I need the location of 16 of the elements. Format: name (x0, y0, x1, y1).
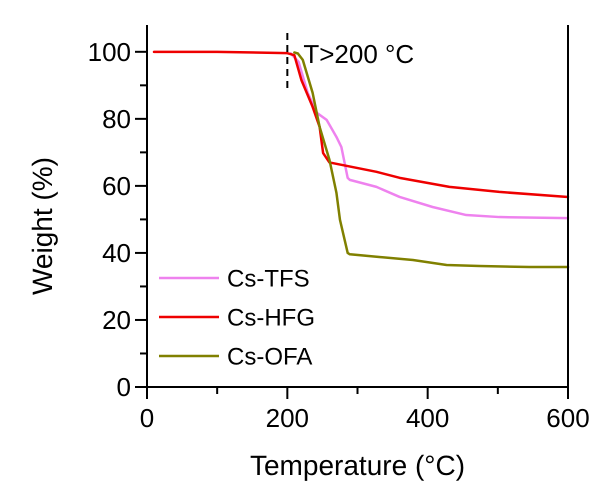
y-tick-label: 40 (102, 238, 131, 268)
x-axis-title: Temperature (°C) (250, 450, 466, 481)
ref-line-label: T>200 °C (303, 39, 414, 69)
legend-label: Cs-OFA (227, 343, 312, 370)
x-tick-label: 400 (406, 403, 450, 433)
y-tick-label: 20 (102, 305, 131, 336)
x-tick-label: 0 (140, 403, 154, 433)
y-axis-title: Weight (%) (27, 157, 58, 295)
x-tick-label: 600 (546, 403, 590, 433)
y-tick-label: 80 (102, 104, 131, 134)
x-tick-label: 200 (266, 403, 310, 433)
legend-label: Cs-TFS (227, 265, 310, 292)
y-tick-label: 100 (88, 36, 131, 67)
legend-label: Cs-HFG (227, 304, 315, 332)
y-tick-label: 60 (102, 170, 131, 201)
y-tick-label: 0 (116, 372, 131, 402)
